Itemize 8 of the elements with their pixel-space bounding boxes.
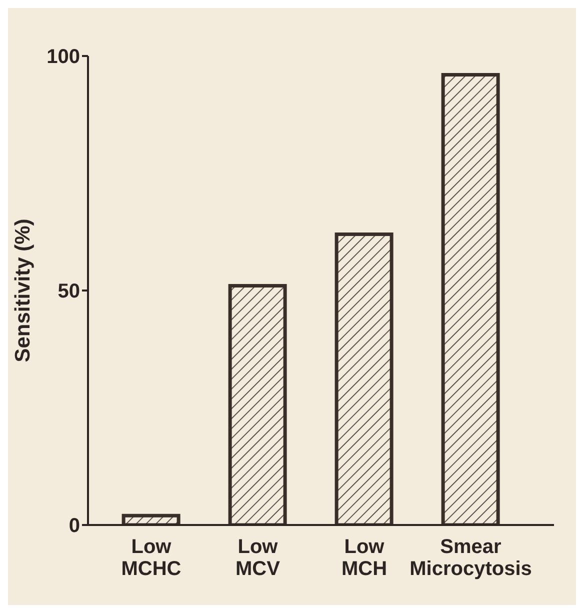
x-tick-label: Low MCV [236,536,281,580]
x-tick-label: Low MCH [341,536,388,580]
x-tick-label: Smear Microcytosis [410,536,532,580]
y-tick-label: 50 [58,280,80,303]
y-tick-label: 100 [46,46,80,68]
x-tick-label: Low MCHC [121,536,182,580]
y-axis-title: Sensitivity (%) [11,218,34,362]
y-tick-label: 0 [68,515,80,538]
